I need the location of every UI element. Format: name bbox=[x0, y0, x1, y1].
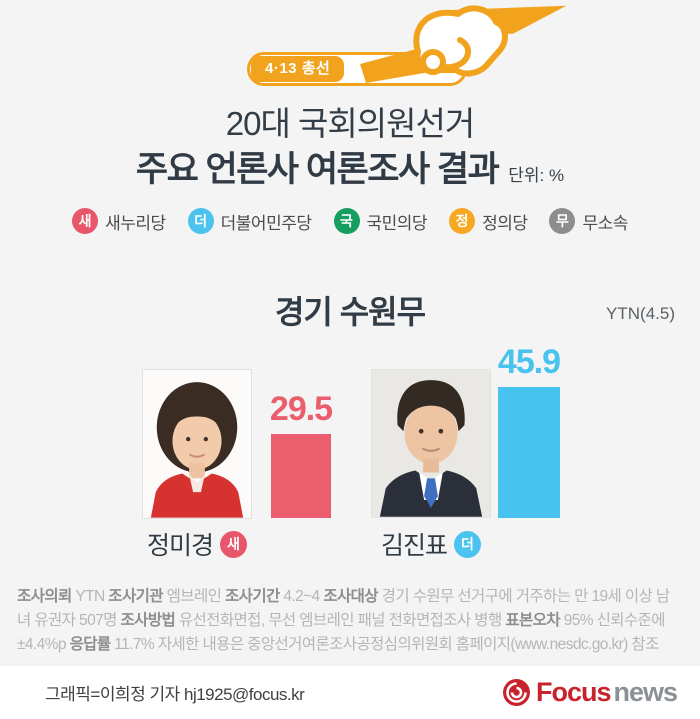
election-badge-label: 4·13 총선 bbox=[251, 56, 345, 82]
bar-value-label: 29.5 bbox=[269, 390, 333, 428]
party-label: 더불어민주당 bbox=[220, 213, 312, 233]
candidate-name: 정미경 bbox=[146, 532, 214, 560]
party-badge-icon: 국 bbox=[333, 208, 360, 234]
graphic-credit: 그래픽=이희정 기자 hj1925@focus.kr bbox=[45, 685, 305, 704]
page-title-line1: 20대 국회의원선거 bbox=[225, 105, 475, 142]
survey-details: 조사의뢰 YTN 조사기관 엠브레인 조사기간 4.2~4 조사대상 경기 수원… bbox=[17, 585, 683, 657]
survey-label: 표본오차 bbox=[505, 612, 560, 629]
party-legend: 새 새누리당 더 더불어민주당 국 국민의당 정 정의당 무 무소속 bbox=[0, 208, 700, 234]
survey-text: 엠브레인 bbox=[166, 588, 222, 605]
survey-text: 경기 수원무 선거구에 거주하는 만 19세 이상 남녀 유권자 507명 bbox=[17, 588, 670, 629]
candidate-name: 김진표 bbox=[380, 532, 448, 560]
party-label: 국민의당 bbox=[366, 213, 428, 233]
survey-text: 11.7% bbox=[114, 636, 155, 653]
legend-item-saenuri: 새 새누리당 bbox=[72, 208, 166, 234]
party-label: 무소속 bbox=[582, 213, 628, 233]
poll-bar bbox=[271, 434, 331, 518]
survey-text: 자세한 내용은 중앙선거여론조사공정심의위원회 홈페이지(www.nesdc.g… bbox=[157, 636, 660, 653]
party-label: 새누리당 bbox=[105, 213, 166, 233]
bar-column: 29.5 bbox=[269, 340, 333, 518]
unit-label: 단위: % bbox=[508, 166, 565, 185]
party-badge-icon: 새 bbox=[72, 208, 99, 234]
bar-value-label: 45.9 bbox=[497, 343, 561, 381]
candidate-name-row: 정미경 새 bbox=[107, 526, 287, 562]
poll-source: YTN(4.5) bbox=[606, 304, 675, 323]
bar-column: 45.9 bbox=[497, 340, 561, 518]
candidate-photo bbox=[142, 369, 252, 519]
footer-bar: 그래픽=이희정 기자 hj1925@focus.kr Focus news bbox=[0, 666, 700, 719]
party-label: 정의당 bbox=[482, 213, 528, 233]
legend-item-independent: 무 무소속 bbox=[549, 208, 628, 234]
logo-text-news: news bbox=[613, 677, 678, 707]
survey-text: 4.2~4 bbox=[283, 588, 320, 605]
legend-item-kukmin: 국 국민의당 bbox=[333, 208, 428, 234]
region-title: 경기 수원무 bbox=[274, 294, 426, 330]
poll-bar bbox=[498, 387, 560, 518]
ballot-hand-icon bbox=[360, 2, 574, 83]
survey-label: 조사의뢰 bbox=[17, 588, 72, 605]
party-badge-icon: 더 bbox=[454, 530, 481, 558]
focus-news-logo: Focus news bbox=[502, 666, 678, 719]
survey-label: 조사기관 bbox=[108, 588, 163, 605]
legend-item-minjoo: 더 더불어민주당 bbox=[187, 208, 312, 234]
survey-label: 응답률 bbox=[69, 636, 112, 653]
party-badge-icon: 더 bbox=[187, 208, 214, 234]
survey-label: 조사대상 bbox=[323, 588, 378, 605]
party-badge-icon: 정 bbox=[449, 208, 476, 234]
survey-text: 95% 신뢰수준에 ±4.4%p bbox=[17, 612, 666, 653]
logo-text-focus: Focus bbox=[535, 677, 612, 707]
party-badge-icon: 새 bbox=[220, 530, 247, 558]
candidate-name-row: 김진표 더 bbox=[341, 526, 521, 562]
survey-label: 조사방법 bbox=[120, 612, 176, 629]
survey-label: 조사기간 bbox=[225, 588, 280, 605]
page-title-row: 주요 언론사 여론조사 결과 단위: % bbox=[0, 141, 700, 192]
survey-text: YTN bbox=[75, 588, 105, 605]
candidate-photo bbox=[371, 369, 491, 518]
legend-item-justice: 정 정의당 bbox=[449, 208, 528, 234]
focus-swirl-icon bbox=[502, 679, 530, 706]
page-title-line2: 주요 언론사 여론조사 결과 bbox=[135, 150, 500, 189]
party-badge-icon: 무 bbox=[549, 208, 576, 234]
survey-text: 유선전화면접, 무선 엠브레인 패널 전화면접조사 병행 bbox=[178, 612, 502, 629]
